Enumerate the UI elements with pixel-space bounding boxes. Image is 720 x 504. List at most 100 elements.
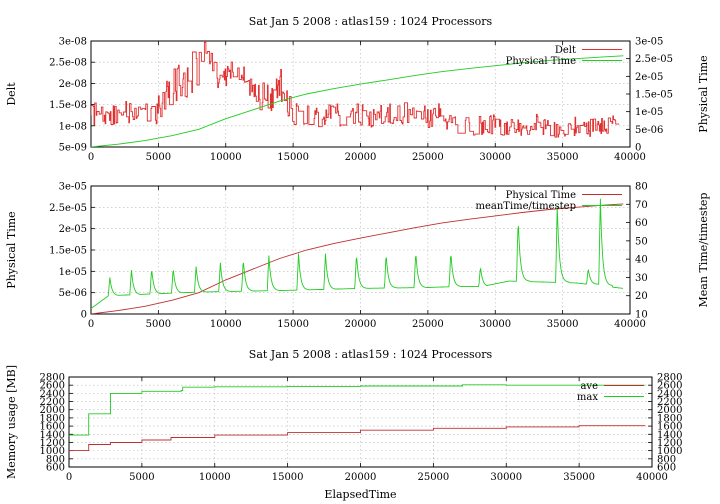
series-group — [91, 41, 624, 147]
x-tick-label: 20000 — [345, 472, 377, 483]
series-line-physical-time — [91, 55, 624, 147]
x-tick-label: 15000 — [277, 319, 309, 330]
x-tick-label: 0 — [66, 472, 72, 483]
y-tick-label: 1200 — [40, 438, 65, 449]
legend-label-physical-time: Physical Time — [506, 190, 576, 201]
x-axis-label: ElapsedTime — [324, 488, 396, 501]
panel-memory-usage: 0 5000 10000 15000 20000 25000 30000 35000 40000… — [5, 348, 682, 501]
x-tick-label: 10000 — [199, 472, 231, 483]
panel-physical-time-mean-timestep: 0 5000 10000 15000 20000 25000 30000 35000 40000… — [5, 182, 710, 331]
y-tick-label: 2800 — [40, 373, 65, 384]
y2-tick-label: 40 — [635, 255, 648, 266]
y2-tick-label: 30 — [635, 273, 648, 284]
plot-frame — [68, 376, 653, 468]
series-group — [69, 384, 646, 452]
x-tick-label: 30000 — [490, 472, 522, 483]
x-tick-label: 15000 — [277, 152, 309, 163]
y2-tick-label: 800 — [657, 454, 676, 465]
y2-tick-label: 70 — [635, 200, 648, 211]
y2-tick-label: 2200 — [657, 397, 682, 408]
x-tick-label: 35000 — [547, 152, 579, 163]
x-tick-label: 35000 — [547, 319, 579, 330]
y-tick-label: 5e-09 — [59, 143, 87, 154]
x-tick-label: 0 — [88, 319, 94, 330]
series-line-delt — [91, 41, 620, 138]
y2-tick-label: 60 — [635, 218, 648, 229]
x-tick-label: 10000 — [210, 152, 242, 163]
x-tick-label: 5000 — [146, 152, 171, 163]
y-tick-label: 1e-08 — [59, 121, 87, 132]
y-tick-label: 3e-08 — [59, 37, 87, 48]
y2-tick-label: 1000 — [657, 446, 682, 457]
x-tick-label: 25000 — [412, 152, 444, 163]
series-line-meantime-timestep — [91, 198, 624, 309]
x-tick-label: 0 — [88, 152, 94, 163]
x-tick-label: 40000 — [636, 472, 668, 483]
y2-tick-label: 10 — [635, 310, 648, 321]
x-tick-label: 30000 — [479, 152, 511, 163]
x-tick-label: 25000 — [417, 472, 449, 483]
y2-tick-label: 1200 — [657, 438, 682, 449]
y-tick-label: 1.5e-08 — [49, 100, 87, 111]
x-tick-label: 5000 — [129, 472, 154, 483]
y2-axis-label: Physical Time — [697, 55, 710, 132]
x-tick-label: 20000 — [345, 319, 377, 330]
y-tick-label: 2000 — [40, 405, 65, 416]
y-axis-label: Physical Time — [5, 211, 18, 288]
plot-frame — [90, 40, 631, 148]
y-tick-label: 2200 — [40, 397, 65, 408]
y2-tick-label: 2400 — [657, 389, 682, 400]
chart-title: Sat Jan 5 2008 : atlas159 : 1024 Process… — [249, 15, 493, 28]
y-tick-label: 1600 — [40, 422, 65, 433]
y-tick-label: 2600 — [40, 381, 65, 392]
y-tick-label: 2e-05 — [59, 224, 87, 235]
y-tick-label: 0 — [81, 310, 87, 321]
y-tick-label: 1000 — [40, 446, 65, 457]
y-tick-label: 5e-06 — [59, 288, 87, 299]
y2-tick-label: 5e-06 — [635, 125, 663, 136]
y2-tick-label: 3e-05 — [635, 37, 663, 48]
y2-tick-label: 2e-05 — [635, 72, 663, 83]
legend-label-ave: ave — [580, 381, 598, 392]
y-axis-label: Delt — [5, 82, 18, 106]
y2-tick-label: 600 — [657, 463, 676, 474]
y2-tick-label: 2800 — [657, 373, 682, 384]
x-tick-label: 20000 — [345, 152, 377, 163]
y2-tick-label: 0 — [635, 143, 641, 154]
panel-delt-physical-time: 0 5000 10000 15000 20000 25000 30000 35000 40000… — [5, 15, 710, 163]
plot-frame — [90, 185, 631, 315]
x-tick-label: 35000 — [563, 472, 595, 483]
y-tick-label: 600 — [46, 463, 65, 474]
legend-label-delt: Delt — [555, 45, 576, 56]
y2-tick-label: 2000 — [657, 405, 682, 416]
series-line-ave — [69, 425, 646, 452]
chart-title: Sat Jan 5 2008 : atlas159 : 1024 Process… — [249, 348, 493, 361]
y2-tick-label: 1600 — [657, 422, 682, 433]
legend-label-max: max — [577, 392, 598, 403]
legend-label-physical-time: Physical Time — [506, 56, 576, 67]
y-tick-label: 2400 — [40, 389, 65, 400]
y2-tick-label: 2600 — [657, 381, 682, 392]
y2-tick-label: 1e-05 — [635, 107, 663, 118]
y-tick-label: 1800 — [40, 413, 65, 424]
y-tick-label: 800 — [46, 454, 65, 465]
y2-tick-label: 20 — [635, 291, 648, 302]
series-line-physical-time — [91, 203, 624, 314]
series-line-max — [69, 384, 645, 436]
x-tick-label: 15000 — [272, 472, 304, 483]
y-tick-label: 1400 — [40, 430, 65, 441]
y2-tick-label: 2.5e-05 — [635, 54, 673, 65]
y-tick-label: 1.5e-05 — [49, 246, 87, 257]
legend-label-meantime-timestep: meanTime/timestep — [475, 201, 576, 212]
x-tick-label: 30000 — [479, 319, 511, 330]
y2-tick-label: 1800 — [657, 413, 682, 424]
y2-tick-label: 1400 — [657, 430, 682, 441]
x-tick-label: 10000 — [210, 319, 242, 330]
y2-axis-label: Mean Time/timestep — [697, 193, 710, 308]
y-tick-label: 3e-05 — [59, 182, 87, 193]
x-tick-label: 25000 — [412, 319, 444, 330]
y2-tick-label: 1.5e-05 — [635, 90, 673, 101]
y-tick-label: 2.5e-08 — [49, 58, 87, 69]
y-axis-label: Memory usage [MB] — [5, 365, 18, 479]
